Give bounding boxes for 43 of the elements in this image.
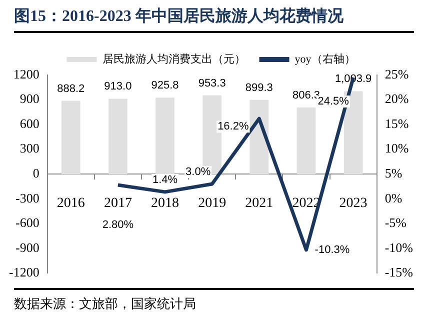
- bar: [156, 98, 174, 174]
- y-tick-label: 1200: [13, 66, 40, 82]
- y-tick-label: 600: [20, 116, 40, 131]
- data-label: -10.3%: [314, 244, 350, 256]
- y-tick-label: -600: [15, 215, 40, 230]
- legend-label: 居民旅游人均消费支出（元）: [102, 52, 246, 66]
- chart-title: 图15：2016-2023 年中国居民旅游人均花费情况: [14, 6, 414, 33]
- legend-label: yoy（右轴）: [294, 52, 356, 66]
- y2-tick-label: 10%: [384, 140, 409, 156]
- y2-tick-label: 20%: [384, 91, 409, 106]
- source-note: 数据来源：文旅部，国家统计局: [14, 288, 414, 313]
- data-label: 899.3: [245, 82, 273, 94]
- x-tick-label: 2017: [104, 196, 132, 212]
- x-tick-label: 2016: [56, 196, 85, 212]
- y2-tick-label: -15%: [384, 264, 414, 280]
- bar: [61, 100, 80, 174]
- y-tick-label: -300: [15, 190, 40, 206]
- data-label: 3.0%: [186, 166, 211, 178]
- y2-tick-label: -5%: [384, 215, 407, 230]
- data-label: 2.80%: [102, 219, 134, 232]
- bar: [296, 108, 316, 174]
- data-label: 888.2: [57, 82, 85, 95]
- y-tick-label: -900: [15, 240, 40, 255]
- y-tick-label: 0: [32, 166, 40, 181]
- y2-tick-label: 25%: [384, 66, 409, 82]
- y-tick-label: 900: [20, 91, 40, 106]
- data-label: 925.8: [151, 80, 179, 92]
- data-label: 953.3: [198, 77, 226, 90]
- x-tick-label: 2018: [151, 196, 180, 212]
- data-label: 1.4%: [152, 174, 178, 186]
- y-tick-label: -1200: [8, 264, 40, 280]
- data-label: 16.2%: [218, 120, 249, 133]
- x-tick-label: 2019: [198, 196, 226, 212]
- y-tick-label: 300: [20, 140, 40, 156]
- x-tick-label: 2021: [245, 196, 274, 212]
- bar: [108, 98, 128, 174]
- data-label: 24.5%: [318, 96, 350, 108]
- y2-tick-label: 5%: [384, 166, 402, 181]
- y2-tick-label: 0%: [384, 190, 402, 206]
- y2-tick-label: -10%: [384, 240, 414, 255]
- y2-tick-label: 15%: [384, 116, 409, 131]
- x-tick-label: 2023: [339, 196, 368, 212]
- data-label: 913.0: [104, 80, 132, 93]
